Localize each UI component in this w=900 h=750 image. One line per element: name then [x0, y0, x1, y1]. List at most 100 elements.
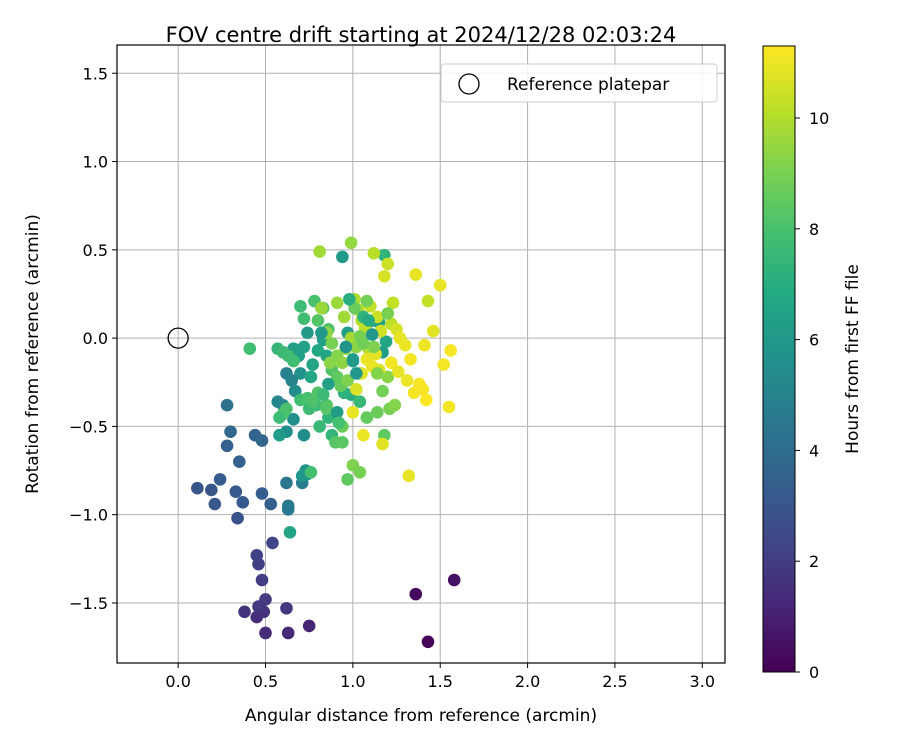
data-point [306, 358, 319, 371]
data-point [409, 587, 423, 601]
colorbar-tick-label: 8 [809, 220, 819, 239]
data-point [330, 296, 344, 310]
data-point [336, 356, 349, 370]
data-point [280, 601, 293, 615]
data-point [353, 395, 367, 408]
data-point [316, 388, 330, 401]
data-point [259, 626, 272, 640]
data-point [346, 354, 360, 368]
data-point [297, 340, 311, 354]
data-point [381, 370, 395, 384]
data-point [381, 307, 395, 320]
data-point [353, 466, 367, 479]
data-point [294, 367, 307, 380]
data-point [433, 278, 447, 292]
data-point [255, 434, 269, 447]
data-point [208, 497, 222, 511]
data-point [343, 292, 356, 306]
colorbar-label: Hours from first FF file [843, 264, 863, 454]
data-point [350, 367, 363, 380]
data-point [391, 365, 405, 378]
data-point [302, 619, 316, 633]
data-point [437, 358, 451, 371]
data-point [357, 337, 370, 350]
data-point [444, 344, 458, 357]
colorbar-tick-label: 4 [809, 441, 819, 460]
data-point [419, 393, 433, 407]
data-point [409, 268, 423, 281]
data-point [255, 573, 269, 587]
data-point [325, 337, 339, 350]
data-point [330, 405, 344, 419]
data-point [336, 250, 349, 264]
data-point [285, 374, 299, 387]
data-point [365, 328, 379, 341]
y-axis-label: Rotation from reference (arcmin) [23, 214, 43, 494]
data-point [404, 352, 417, 366]
data-point [367, 247, 381, 260]
data-point [344, 236, 358, 250]
colorbar-ticks: 0 2 4 6 8 10 [795, 109, 829, 682]
grid [117, 45, 725, 663]
data-point [388, 398, 402, 412]
data-point [304, 370, 318, 384]
data-point [332, 416, 346, 430]
x-tick-label: 0.5 [253, 672, 278, 691]
data-point [320, 402, 333, 416]
data-point [255, 487, 269, 500]
y-tick-label: −1.0 [69, 506, 108, 525]
legend-box [440, 63, 718, 103]
data-point [421, 294, 435, 308]
data-point [213, 473, 227, 486]
data-point [238, 605, 251, 619]
data-point [191, 481, 204, 495]
data-point [236, 496, 250, 509]
data-point [250, 548, 264, 562]
data-point [205, 483, 218, 497]
data-point [311, 314, 325, 327]
colorbar-tick-label: 2 [809, 552, 819, 571]
data-point [297, 312, 311, 325]
data-point [376, 437, 389, 451]
y-tick-label: 1.0 [83, 153, 108, 172]
data-point [421, 635, 435, 649]
data-point [231, 511, 244, 525]
data-point [220, 398, 234, 412]
data-point [313, 245, 326, 258]
data-point [367, 340, 381, 354]
y-tick-label: −0.5 [69, 417, 108, 436]
plot-frame [116, 44, 726, 664]
y-tick-label: 1.5 [83, 64, 108, 83]
data-point [264, 497, 278, 511]
reference-platepar-marker [167, 327, 189, 349]
data-point [378, 270, 391, 283]
data-point [416, 383, 430, 396]
data-point [360, 294, 374, 308]
legend-reference-marker [458, 73, 480, 95]
data-point [304, 466, 318, 479]
data-point [341, 374, 354, 387]
y-tick-label: −1.5 [69, 594, 108, 613]
y-tick-label: 0.0 [83, 329, 108, 348]
data-point [418, 338, 431, 352]
y-tick-label: 0.5 [83, 241, 108, 260]
legend: Reference platepar [440, 63, 718, 103]
data-point [220, 439, 234, 453]
data-point [400, 374, 414, 387]
data-point [281, 626, 295, 640]
x-tick-label: 1.0 [340, 672, 365, 691]
x-axis-ticks: 0.0 0.5 1.0 1.5 2.0 2.5 3.0 [165, 663, 715, 691]
data-point [346, 405, 360, 419]
data-point [381, 257, 395, 271]
data-point [283, 526, 297, 539]
data-point [379, 335, 393, 348]
data-point [386, 296, 400, 310]
colorbar-tick-label: 6 [809, 331, 819, 350]
x-tick-label: 0.0 [165, 672, 190, 691]
data-point [259, 593, 272, 606]
y-axis-ticks: −1.5 −1.0 −0.5 0.0 0.5 1.0 1.5 [69, 64, 117, 613]
data-point [442, 400, 456, 414]
data-point [232, 455, 246, 469]
data-point [357, 428, 370, 442]
colorbar-tick-label: 10 [809, 109, 829, 128]
